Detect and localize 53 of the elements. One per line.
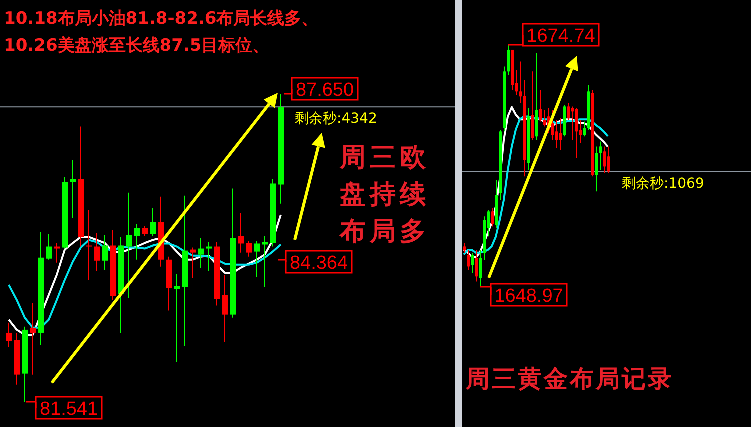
candlestick [583, 121, 586, 138]
candlestick [603, 146, 606, 174]
candlestick [471, 252, 474, 274]
candlestick [463, 242, 466, 254]
annotation: 1648.97 [494, 286, 564, 307]
candlestick [174, 273, 180, 363]
candlestick [479, 250, 482, 287]
chart-title: 10.18布局小油81.8-82.6布局长线多、 [4, 9, 319, 29]
text: 87.650 [296, 80, 354, 101]
candlestick [539, 89, 542, 122]
candlestick [134, 224, 140, 260]
candlestick [607, 146, 610, 174]
candlestick [507, 45, 510, 76]
candlestick [254, 240, 260, 278]
candlestick [70, 160, 76, 219]
candlestick [567, 102, 570, 121]
candlestick [6, 322, 12, 348]
text: 剩余秒:1069 [622, 176, 704, 192]
candlestick [102, 234, 108, 270]
annotation: 81.541 [40, 399, 98, 420]
candlestick [571, 106, 574, 141]
text: 剩余秒:4342 [295, 111, 378, 127]
candlestick [475, 250, 478, 282]
candlestick [575, 108, 578, 159]
candlestick [531, 71, 534, 141]
candlestick [595, 146, 598, 192]
candlestick [54, 242, 60, 264]
candlestick [238, 212, 244, 254]
candlestick [190, 247, 196, 279]
annotation: 1674.74 [526, 26, 596, 47]
candlestick [599, 141, 602, 170]
candlestick [126, 192, 132, 299]
candlestick [543, 109, 546, 128]
chart-subtitle: 10.26美盘涨至长线87.5目标位、 [4, 36, 270, 56]
candlestick [222, 274, 228, 343]
candlestick [491, 208, 494, 228]
text: 周三欧盘持续布局多 [339, 143, 430, 247]
candlestick [246, 240, 252, 258]
candlestick [46, 234, 52, 260]
candlestick [555, 120, 558, 149]
candlestick [150, 207, 156, 237]
candlestick [551, 109, 554, 141]
candlestick [206, 242, 212, 272]
candlestick [559, 118, 562, 150]
candlestick [86, 209, 92, 281]
candlestick [142, 226, 148, 237]
text: 周三黄金布局记录 [465, 364, 674, 393]
candlestick [30, 302, 36, 376]
candlestick [94, 232, 100, 272]
candlestick [262, 236, 268, 288]
text: 84.364 [290, 253, 348, 274]
candlestick [198, 238, 204, 268]
candlestick [467, 250, 470, 271]
